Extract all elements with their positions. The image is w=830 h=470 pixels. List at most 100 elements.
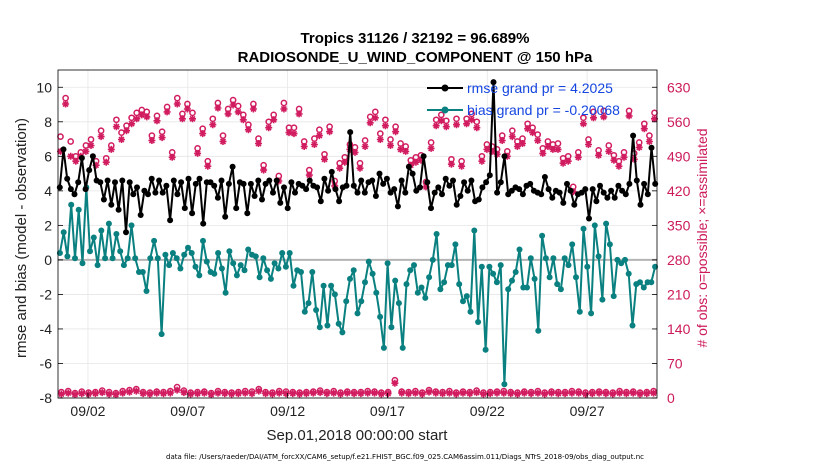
- chart-title: Tropics 31126 / 32192 = 96.689%: [301, 30, 530, 47]
- obs-assimilated-point: [529, 129, 537, 137]
- obs-low-assimilated-point: [364, 389, 372, 397]
- obs-assimilated-point: [295, 110, 303, 118]
- obs-low-assimilated-point: [262, 390, 270, 398]
- rmse-point: [490, 79, 497, 86]
- bias-point: [388, 324, 395, 331]
- obs-assimilated-point: [178, 115, 186, 123]
- obs-assimilated-point: [249, 105, 257, 113]
- rmse-point: [486, 172, 493, 179]
- obs-assimilated-point: [67, 152, 75, 160]
- obs-low-assimilated-point: [228, 390, 236, 398]
- obs-assimilated-point: [574, 153, 582, 161]
- obs-low-assimilated-point: [548, 389, 555, 397]
- obs-assimilated-point: [158, 134, 166, 142]
- y-tick-label: 6: [44, 148, 52, 164]
- obs-low-assimilated-point: [459, 389, 467, 397]
- rmse-point: [134, 184, 140, 191]
- bias-point: [347, 275, 353, 282]
- rmse-point: [82, 186, 89, 193]
- rmse-point: [630, 132, 637, 139]
- rmse-point: [589, 186, 596, 193]
- rmse-point: [457, 193, 464, 199]
- obs-possible-point: [67, 138, 75, 145]
- y-right-tick-label: 280: [667, 252, 691, 268]
- bias-point: [203, 258, 210, 265]
- bias-point: [535, 327, 542, 334]
- bias-point: [339, 329, 346, 336]
- obs-assimilated-point: [554, 145, 562, 153]
- obs-low-assimilated-point: [166, 389, 174, 397]
- bias-point: [245, 246, 252, 253]
- bias-point: [452, 241, 459, 248]
- obs-assimilated-point: [118, 136, 125, 143]
- bias-point: [301, 308, 308, 315]
- legend-rmse-marker: [441, 84, 449, 92]
- obs-assimilated-point: [534, 137, 542, 144]
- obs-assimilated-point: [321, 155, 328, 163]
- rmse-point: [450, 177, 456, 184]
- rmse-point: [567, 187, 574, 194]
- rmse-point: [608, 187, 615, 194]
- x-axis-label: Sep.01,2018 00:00:00 start: [267, 427, 449, 444]
- obs-low-assimilated-point: [200, 389, 208, 397]
- obs-low-assimilated-point: [132, 387, 140, 395]
- rmse-point: [464, 187, 471, 194]
- obs-possible-point: [376, 130, 384, 137]
- obs-low-assimilated-point: [418, 390, 426, 398]
- rmse-point: [383, 175, 390, 182]
- rmse-point: [270, 189, 276, 196]
- rmse-point: [644, 191, 651, 198]
- rmse-point: [314, 184, 321, 191]
- bias-point: [380, 344, 387, 351]
- rmse-point: [479, 184, 486, 191]
- obs-assimilated-point: [244, 126, 252, 134]
- bias-point: [271, 260, 278, 267]
- obs-assimilated-point: [57, 147, 64, 155]
- obs-possible-point: [646, 132, 653, 139]
- obs-low-assimilated-point: [153, 389, 161, 397]
- y-tick-label: 4: [44, 183, 52, 199]
- rmse-point: [67, 186, 74, 193]
- rmse-point: [600, 189, 607, 196]
- obs-assimilated-point: [270, 116, 278, 124]
- y-tick-label: -2: [40, 286, 53, 302]
- bias-point: [350, 267, 357, 274]
- obs-possible-point: [651, 109, 658, 117]
- obs-possible-point: [316, 126, 323, 134]
- bias-point: [554, 281, 561, 288]
- bias-point: [109, 255, 116, 262]
- bias-point: [648, 279, 655, 286]
- bias-point: [580, 225, 587, 232]
- obs-low-assimilated-point: [323, 390, 331, 398]
- rmse-point: [626, 180, 633, 187]
- bias-point: [237, 262, 244, 269]
- bias-point: [422, 294, 429, 301]
- obs-low-assimilated-point: [582, 390, 589, 398]
- bias-point: [448, 262, 455, 269]
- bias-point: [384, 260, 391, 267]
- rmse-point: [494, 189, 501, 196]
- rmse-point: [192, 180, 199, 187]
- axis-ticks: -8 -6 -4 -2 0 2 4 6 8 10 09/02 09/07 09/12 09/17 09/22…: [36, 79, 690, 419]
- rmse-point: [586, 215, 592, 222]
- obs-assimilated-point: [478, 157, 486, 165]
- obs-assimilated-point: [585, 141, 592, 148]
- rmse-point: [332, 186, 339, 193]
- obs-assimilated-point: [280, 105, 288, 113]
- obs-low-assimilated-point: [91, 390, 99, 398]
- obs-low-assimilated-point: [241, 389, 249, 397]
- rmse-point: [376, 170, 383, 177]
- bias-point: [637, 279, 643, 286]
- obs-low-assimilated-point: [643, 390, 651, 398]
- bias-point: [331, 291, 338, 298]
- obs-low-assimilated-point: [479, 390, 487, 398]
- bias-point: [557, 286, 564, 293]
- obs-possible-point: [397, 140, 404, 147]
- obs-low-assimilated-point: [384, 390, 392, 398]
- obs-assimilated-point: [229, 101, 237, 109]
- bias-point: [230, 260, 237, 267]
- rmse-point: [148, 175, 155, 182]
- bias-point: [395, 300, 402, 307]
- rmse-point: [244, 210, 251, 217]
- obs-low-assimilated-point: [248, 390, 256, 398]
